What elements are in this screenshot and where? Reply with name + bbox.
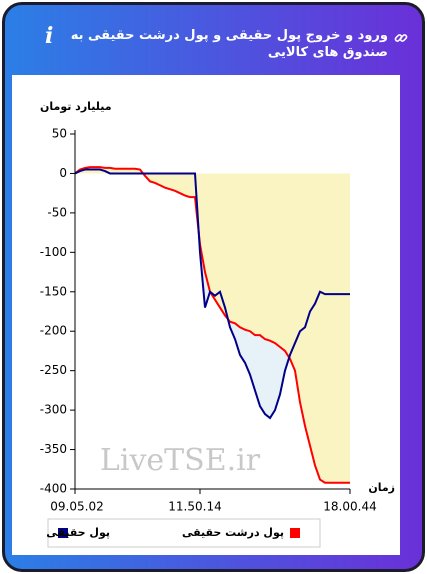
series-line: [74, 168, 350, 420]
legend-swatch: [58, 528, 68, 538]
legend-label: پول حقیقی: [46, 526, 110, 539]
y-tick-label: -250: [40, 363, 67, 377]
area-zero: [75, 167, 350, 483]
series-line: [74, 166, 350, 484]
y-axis-title: میلیارد تومان: [40, 100, 112, 113]
y-tick-label: 0: [59, 166, 67, 180]
link-icon[interactable]: [394, 31, 408, 45]
watermark: LiveTSE.ir: [100, 443, 261, 478]
y-tick-label: -100: [40, 245, 67, 259]
x-tick-label: 09.05.02: [50, 500, 103, 514]
x-tick-label: 18.00.44: [323, 500, 376, 514]
info-icon[interactable]: i: [45, 23, 54, 49]
y-tick-label: 50: [52, 127, 67, 141]
y-tick-label: -50: [47, 205, 67, 219]
y-tick-label: -150: [40, 284, 67, 298]
y-tick-label: -400: [40, 482, 67, 496]
card-title: ورود و خروج پول حقیقی و پول درشت حقیقی ب…: [70, 28, 388, 60]
legend-box: [47, 518, 321, 548]
x-tick-label: 11.50.14: [168, 500, 221, 514]
legend-swatch: [290, 528, 300, 538]
y-tick-label: -300: [40, 403, 67, 417]
x-axis-title: زمان: [368, 481, 395, 494]
y-tick-label: -200: [40, 324, 67, 338]
y-tick-label: -350: [40, 442, 67, 456]
legend-label: پول درشت حقیقی: [182, 526, 284, 539]
